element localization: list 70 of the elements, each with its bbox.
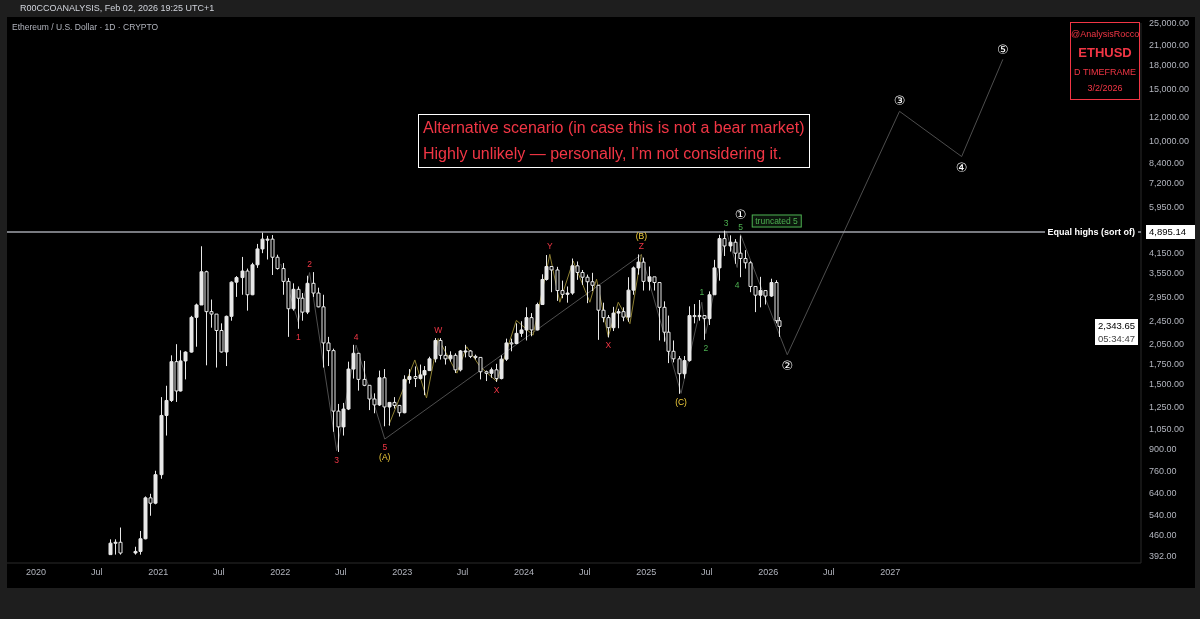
annotation: ①	[734, 206, 747, 222]
annotation: 3	[723, 217, 729, 228]
y-tick-label: 1,050.00	[1149, 424, 1185, 435]
x-tick-label: Jul	[456, 567, 469, 578]
x-tick-label: 2022	[270, 567, 291, 578]
x-tick-label: Jul	[822, 567, 835, 578]
x-tick-label: 2023	[392, 567, 413, 578]
x-tick-label: 2020	[26, 567, 47, 578]
annotation: (C)	[675, 396, 688, 407]
annotation: Z	[638, 241, 644, 252]
x-tick-label: Jul	[91, 567, 103, 578]
annotation: 5	[382, 442, 388, 453]
y-tick-label: 2,950.00	[1149, 292, 1185, 303]
x-tick-label: 2025	[636, 567, 657, 578]
y-tick-label: 4,895.14	[1149, 226, 1186, 238]
annotation: W	[434, 325, 443, 336]
y-tick-label: 2,050.00	[1149, 338, 1185, 349]
annotation: Y	[546, 241, 553, 252]
annotation: ④	[955, 159, 968, 175]
x-tick-label: 2027	[880, 567, 901, 578]
y-tick-label: 12,000.00	[1149, 112, 1190, 123]
ref-line-label: Equal highs (sort of)	[1044, 224, 1138, 239]
y-tick-label: 4,150.00	[1149, 248, 1185, 259]
chart-subtitle: R00CCOANALYSIS, Feb 02, 2026 19:25 UTC+1	[20, 2, 215, 15]
annotation: 4	[353, 331, 359, 342]
x-tick-label: Jul	[213, 567, 225, 578]
y-tick-label: 640.00	[1149, 487, 1177, 498]
y-tick-label: 7,200.00	[1149, 177, 1185, 188]
y-tick-label: 3,550.00	[1149, 268, 1185, 279]
annotation: truncated 5	[751, 214, 802, 227]
annotation: X	[493, 384, 500, 395]
x-tick-label: 2021	[148, 567, 169, 578]
y-tick-label: 460.00	[1149, 530, 1177, 541]
annotation: 1	[699, 286, 705, 297]
y-tick-label: 18,000.00	[1149, 60, 1190, 71]
x-tick-label: Jul	[579, 567, 591, 578]
annotation: 4	[734, 280, 740, 291]
y-tick-label: 2,450.00	[1149, 315, 1185, 326]
annotation: ③	[893, 93, 906, 109]
y-tick-label: 8,400.00	[1149, 157, 1185, 168]
y-tick-label: 15,000.00	[1149, 83, 1190, 94]
y-tick-label: 21,000.00	[1149, 40, 1190, 51]
annotation: (B)	[635, 231, 648, 242]
y-tick-label: 900.00	[1149, 444, 1177, 455]
annotation: 3	[334, 454, 340, 465]
chart-title: Ethereum / U.S. Dollar · 1D · CRYPTO	[12, 22, 159, 32]
x-tick-label: Jul	[334, 567, 347, 578]
annotation: ②	[781, 357, 794, 373]
annotation: 2,343.65 05:34:47	[1098, 319, 1135, 346]
y-tick-label: 392.00	[1149, 550, 1177, 561]
x-tick-label: 2024	[514, 567, 535, 578]
y-tick-label: 1,750.00	[1149, 358, 1185, 369]
x-tick-label: Jul	[701, 567, 713, 578]
y-tick-label: 10,000.00	[1149, 135, 1190, 146]
annotation: @AnalysisRocco ETHUSD D TIMEFRAME 3/2/2026	[1071, 28, 1140, 95]
y-tick-label: 5,950.00	[1149, 202, 1185, 213]
annotation: Alternative scenario (in case this is not a bear market) Highly unlikely — personally, I’m not considering it.	[423, 118, 805, 164]
annotation: 2	[307, 259, 313, 270]
annotation: 5	[738, 221, 744, 232]
annotation: (A)	[379, 452, 391, 463]
annotation: X	[605, 340, 612, 351]
annotation: ⑤	[996, 41, 1009, 57]
annotation: 1	[295, 331, 301, 342]
y-tick-label: 1,250.00	[1149, 402, 1185, 413]
y-tick-label: 25,000.00	[1149, 18, 1190, 29]
y-tick-label: 760.00	[1149, 465, 1177, 476]
y-tick-label: 540.00	[1149, 509, 1177, 520]
x-tick-label: 2026	[758, 567, 779, 578]
annotation: 2	[703, 342, 709, 353]
y-tick-label: 1,500.00	[1149, 378, 1185, 389]
